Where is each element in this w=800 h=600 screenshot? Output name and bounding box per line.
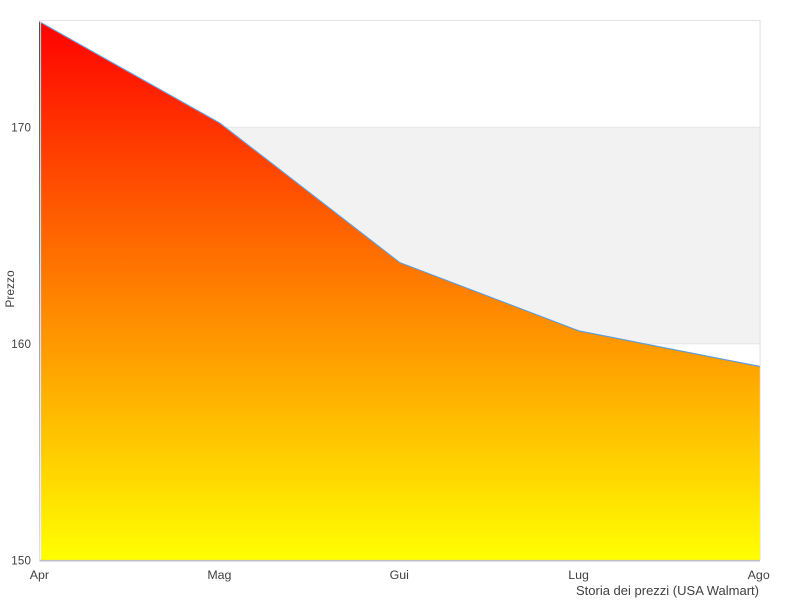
svg-text:Ago: Ago — [748, 568, 770, 582]
svg-text:Gui: Gui — [390, 568, 409, 582]
svg-text:Apr: Apr — [30, 568, 49, 582]
svg-text:170: 170 — [11, 123, 31, 135]
svg-text:160: 160 — [11, 339, 31, 351]
svg-text:Mag: Mag — [207, 568, 231, 582]
svg-text:Storia dei prezzi (USA Walmart: Storia dei prezzi (USA Walmart) — [576, 583, 759, 598]
svg-text:Lug: Lug — [568, 568, 589, 582]
svg-text:150: 150 — [11, 555, 31, 567]
svg-text:Prezzo: Prezzo — [3, 270, 17, 308]
